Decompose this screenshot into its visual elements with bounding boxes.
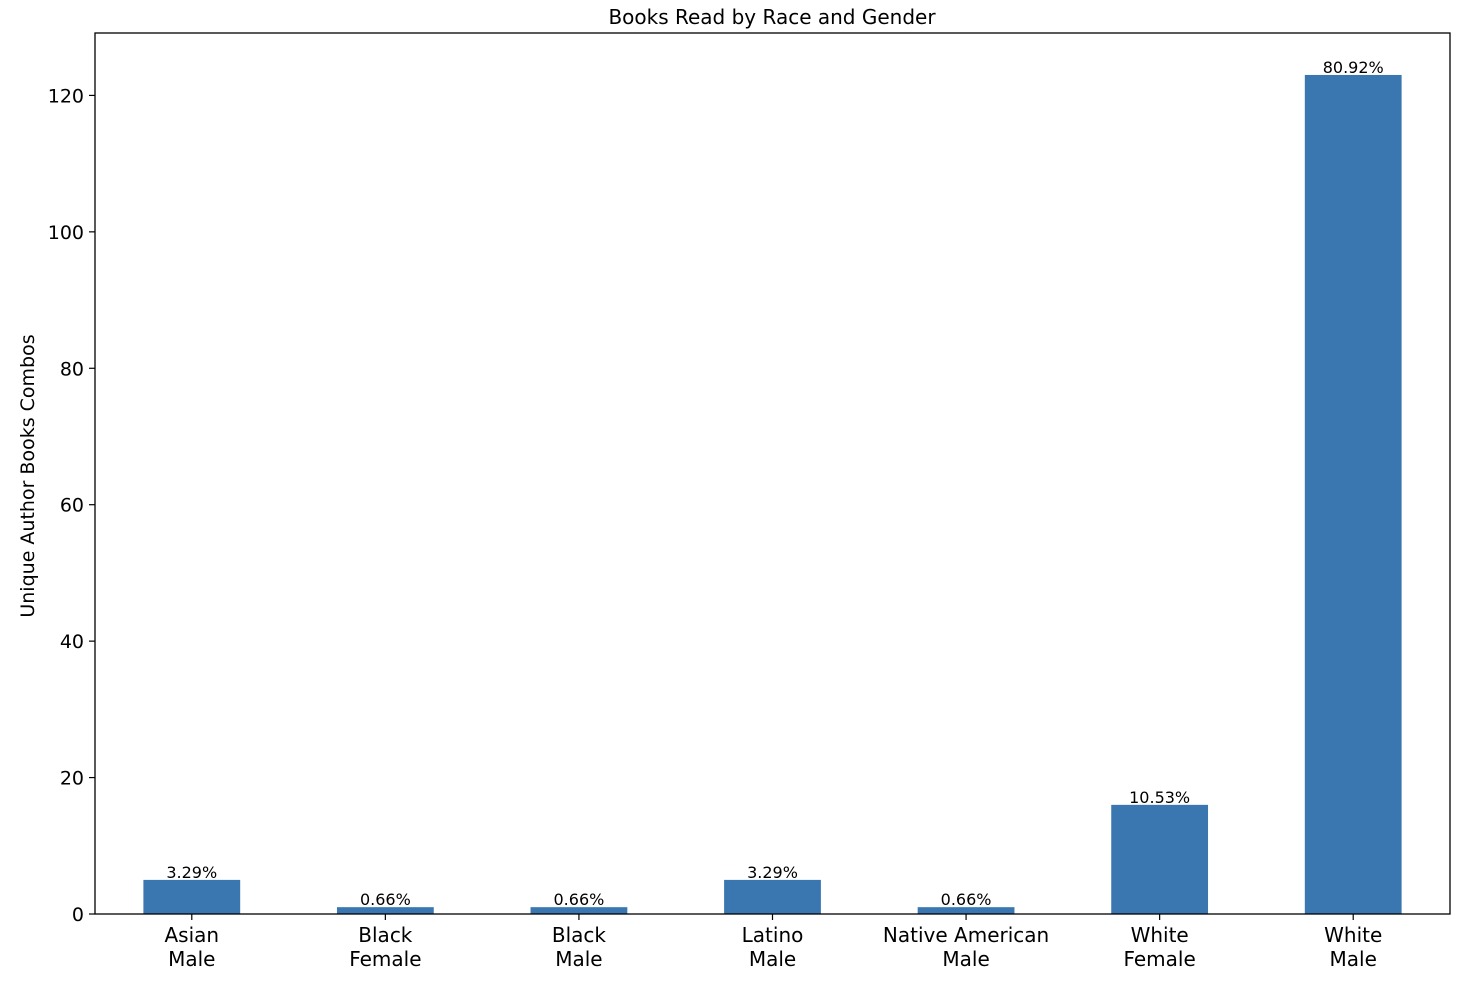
y-axis-ticks: 0 20 40 60 80 100 120 xyxy=(48,85,95,926)
y-tick-label: 20 xyxy=(60,768,84,790)
y-tick-label: 40 xyxy=(60,631,84,653)
bar-data-label: 0.66% xyxy=(554,890,605,909)
x-tick-label: Male xyxy=(168,947,215,971)
bar-data-label: 3.29% xyxy=(166,863,217,882)
bar xyxy=(724,879,821,914)
x-tick-label: Asian xyxy=(164,923,219,947)
y-tick-label: 60 xyxy=(60,495,84,517)
x-tick-label: Black xyxy=(552,923,607,947)
bar xyxy=(530,907,628,914)
x-tick-label: Male xyxy=(749,947,796,971)
x-tick-label: White xyxy=(1131,923,1189,947)
bar-data-label: 0.66% xyxy=(941,890,992,909)
bars-group xyxy=(143,74,1402,914)
bar xyxy=(1111,804,1209,914)
x-tick-label: Male xyxy=(942,947,989,971)
y-tick-label: 100 xyxy=(48,222,84,244)
x-tick-label: Black xyxy=(358,923,413,947)
x-tick-label: Male xyxy=(1330,947,1377,971)
bar xyxy=(143,879,241,914)
x-tick-label: Male xyxy=(555,947,602,971)
y-tick-label: 80 xyxy=(60,358,84,380)
bar-data-label: 80.92% xyxy=(1323,58,1384,77)
chart-title: Books Read by Race and Gender xyxy=(608,5,936,29)
x-tick-label: Female xyxy=(349,947,421,971)
bar xyxy=(1304,74,1402,914)
y-axis-label: Unique Author Books Combos xyxy=(17,334,39,617)
y-tick-label: 0 xyxy=(72,904,84,926)
data-labels-group: 3.29% 0.66% 0.66% 3.29% 0.66% 10.53% 80.92% xyxy=(166,58,1383,909)
x-tick-label: White xyxy=(1324,923,1382,947)
x-tick-label: Latino xyxy=(742,923,804,947)
x-axis-ticks: AsianMaleBlackFemaleBlackMaleLatinoMaleN… xyxy=(164,914,1382,971)
x-tick-label: Female xyxy=(1123,947,1195,971)
bar-data-label: 0.66% xyxy=(360,890,411,909)
y-tick-label: 120 xyxy=(48,85,84,107)
bar xyxy=(336,907,434,914)
bar-data-label: 3.29% xyxy=(747,863,798,882)
bar xyxy=(917,907,1015,914)
plot-frame xyxy=(94,32,1451,915)
bar-data-label: 10.53% xyxy=(1129,788,1190,807)
x-tick-label: Native American xyxy=(883,923,1049,947)
